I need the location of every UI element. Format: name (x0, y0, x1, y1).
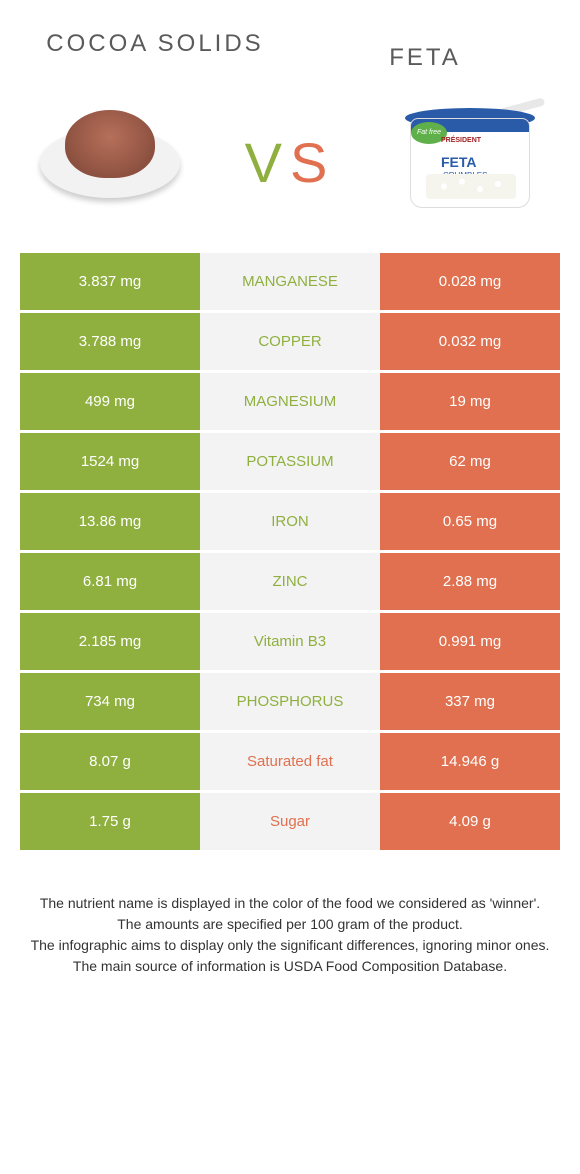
footnotes: The nutrient name is displayed in the co… (0, 853, 580, 977)
nutrient-name-cell: MAGNESIUM (200, 373, 380, 430)
nutrient-name-cell: COPPER (200, 313, 380, 370)
feta-body-icon: Fat free PRÉSIDENT FETA CRUMBLES (410, 118, 530, 208)
left-value-cell: 6.81 mg (20, 553, 200, 610)
feta-image: Fat free PRÉSIDENT FETA CRUMBLES (390, 98, 550, 228)
right-value-cell: 0.028 mg (380, 253, 560, 310)
footnote-line: The infographic aims to display only the… (30, 935, 550, 956)
right-value-cell: 0.65 mg (380, 493, 560, 550)
right-value-cell: 4.09 g (380, 793, 560, 850)
right-value-cell: 0.032 mg (380, 313, 560, 370)
footnote-line: The main source of information is USDA F… (30, 956, 550, 977)
right-value-cell: 337 mg (380, 673, 560, 730)
cocoa-plate-icon (40, 128, 180, 198)
nutrient-name-cell: Vitamin B3 (200, 613, 380, 670)
right-value-cell: 62 mg (380, 433, 560, 490)
table-row: 3.788 mgCOPPER0.032 mg (20, 313, 560, 370)
left-value-cell: 3.837 mg (20, 253, 200, 310)
right-value-cell: 19 mg (380, 373, 560, 430)
nutrient-name-cell: Saturated fat (200, 733, 380, 790)
nutrient-name-cell: Sugar (200, 793, 380, 850)
cocoa-powder-icon (65, 110, 155, 178)
right-value-cell: 0.991 mg (380, 613, 560, 670)
table-row: 499 mgMAGNESIUM19 mg (20, 373, 560, 430)
images-row: VS Fat free PRÉSIDENT FETA CRUMBLES (0, 83, 580, 253)
table-row: 1524 mgPOTASSIUM62 mg (20, 433, 560, 490)
nutrient-name-cell: IRON (200, 493, 380, 550)
nutrient-name-cell: PHOSPHORUS (200, 673, 380, 730)
left-food-title: COCOA SOLIDS (20, 30, 290, 59)
left-value-cell: 13.86 mg (20, 493, 200, 550)
comparison-table: 3.837 mgMANGANESE0.028 mg3.788 mgCOPPER0… (0, 253, 580, 850)
header-right: FETA (290, 30, 560, 73)
right-value-cell: 14.946 g (380, 733, 560, 790)
left-value-cell: 8.07 g (20, 733, 200, 790)
right-food-title: FETA (290, 44, 560, 73)
nutrient-name-cell: MANGANESE (200, 253, 380, 310)
nutrient-name-cell: ZINC (200, 553, 380, 610)
footnote-line: The amounts are specified per 100 gram o… (30, 914, 550, 935)
table-row: 6.81 mgZINC2.88 mg (20, 553, 560, 610)
header-left: COCOA SOLIDS (20, 30, 290, 73)
left-value-cell: 734 mg (20, 673, 200, 730)
table-row: 8.07 gSaturated fat14.946 g (20, 733, 560, 790)
feta-brand-text: PRÉSIDENT (441, 137, 481, 144)
footnote-line: The nutrient name is displayed in the co… (30, 893, 550, 914)
table-row: 1.75 gSugar4.09 g (20, 793, 560, 850)
vs-label: VS (245, 130, 336, 195)
nutrient-name-cell: POTASSIUM (200, 433, 380, 490)
header-row: COCOA SOLIDS FETA (0, 0, 580, 83)
feta-label-text: FETA (441, 154, 477, 170)
vs-s-letter: S (290, 131, 335, 194)
left-value-cell: 3.788 mg (20, 313, 200, 370)
table-row: 2.185 mgVitamin B30.991 mg (20, 613, 560, 670)
left-value-cell: 1524 mg (20, 433, 200, 490)
left-value-cell: 1.75 g (20, 793, 200, 850)
feta-container-icon: Fat free PRÉSIDENT FETA CRUMBLES (400, 108, 540, 218)
right-value-cell: 2.88 mg (380, 553, 560, 610)
cocoa-image (30, 98, 190, 228)
table-row: 13.86 mgIRON0.65 mg (20, 493, 560, 550)
table-row: 734 mgPHOSPHORUS337 mg (20, 673, 560, 730)
left-value-cell: 499 mg (20, 373, 200, 430)
vs-v-letter: V (245, 131, 290, 194)
feta-crumbs-icon (426, 174, 516, 199)
left-value-cell: 2.185 mg (20, 613, 200, 670)
table-row: 3.837 mgMANGANESE0.028 mg (20, 253, 560, 310)
